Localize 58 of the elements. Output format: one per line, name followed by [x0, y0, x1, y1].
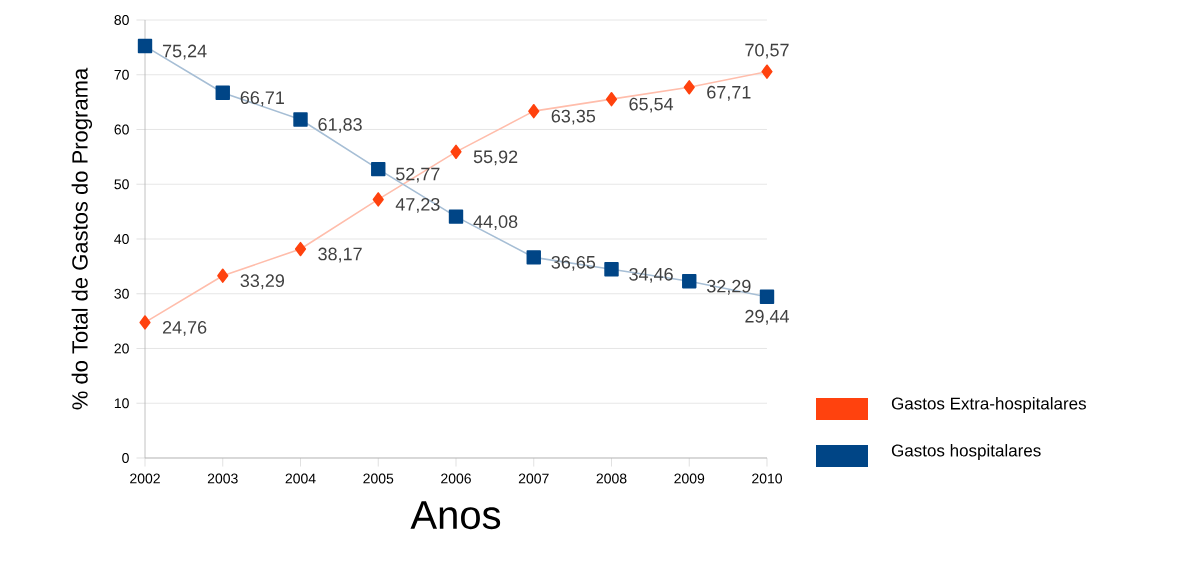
data-label: 32,29: [707, 279, 751, 295]
y-tick-label: 40: [114, 234, 129, 244]
x-tick-label: 2008: [596, 473, 627, 484]
x-tick-label: 2010: [752, 473, 783, 484]
point: [371, 161, 386, 177]
point: [683, 80, 695, 95]
point: [450, 144, 462, 160]
y-tick-label: 50: [114, 179, 129, 190]
legend-label: Gastos hospitalares: [891, 444, 1041, 460]
point: [139, 315, 151, 330]
data-label: 55,92: [473, 150, 518, 166]
data-label: 67,71: [707, 85, 751, 101]
data-label: 44,08: [473, 215, 518, 231]
data-label: 29,44: [745, 309, 789, 325]
data-label: 33,29: [240, 274, 285, 290]
point: [294, 241, 307, 257]
point: [137, 38, 153, 54]
point: [759, 289, 775, 305]
y-tick-label: 0: [122, 453, 129, 463]
x-axis-title: Anos: [410, 501, 501, 530]
x-tick-label: 2009: [674, 473, 705, 484]
legend-label: Gastos Extra-hospitalares: [891, 397, 1086, 413]
y-tick-label: 30: [114, 288, 129, 299]
data-label: 66,71: [240, 91, 284, 107]
point: [604, 262, 619, 277]
point: [217, 268, 229, 283]
point: [293, 112, 308, 127]
data-label: 75,24: [162, 44, 207, 60]
x-tick-label: 2004: [285, 473, 316, 484]
y-tick-label: 10: [114, 398, 129, 409]
point: [372, 192, 384, 207]
data-label: 52,77: [396, 167, 440, 183]
point: [528, 103, 540, 119]
data-label: 38,17: [318, 247, 362, 263]
data-label: 34,46: [629, 267, 673, 283]
y-tick-label: 70: [114, 69, 129, 80]
data-label: 63,35: [551, 109, 596, 125]
data-label: 70,57: [745, 43, 789, 59]
x-tick-label: 2002: [130, 473, 160, 484]
data-label: 36,65: [551, 255, 596, 271]
point: [215, 85, 230, 100]
point: [682, 274, 697, 289]
point: [605, 91, 618, 107]
x-tick-label: 2007: [518, 473, 549, 484]
point: [761, 64, 773, 79]
x-tick-label: 2005: [363, 473, 394, 484]
x-tick-label: 2003: [207, 473, 238, 484]
y-axis-title: % do Total de Gastos do Programa: [71, 67, 93, 410]
x-tick-label: 2006: [441, 473, 471, 484]
y-tick-label: 80: [114, 15, 129, 25]
y-tick-label: 20: [114, 343, 129, 354]
y-tick-label: 60: [114, 124, 129, 135]
point: [526, 250, 541, 265]
data-label: 47,23: [395, 197, 440, 213]
point: [448, 209, 464, 224]
data-label: 65,54: [629, 97, 674, 113]
data-label: 61,83: [318, 118, 362, 133]
data-label: 24,76: [162, 320, 207, 336]
